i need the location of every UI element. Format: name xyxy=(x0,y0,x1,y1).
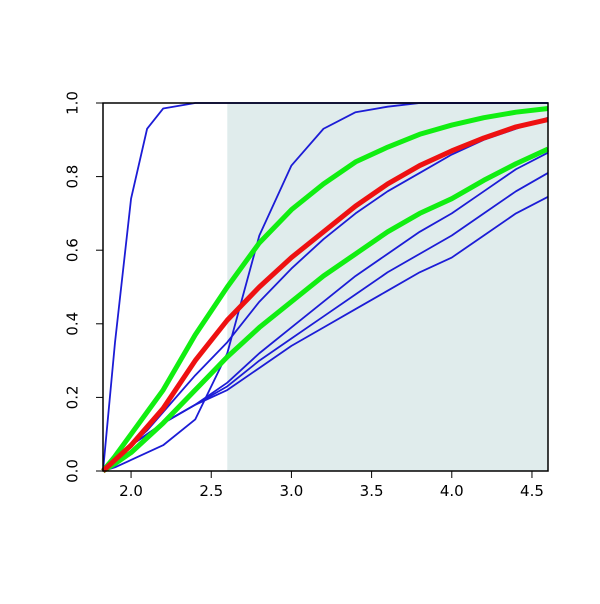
highlight-band xyxy=(227,103,548,471)
series-line xyxy=(101,146,550,474)
y-tick-label: 0.0 xyxy=(64,459,82,483)
x-tick-label: 2.0 xyxy=(119,482,143,500)
x-tick-label: 3.0 xyxy=(279,482,303,500)
y-tick-label: 0.6 xyxy=(64,238,82,262)
series-line xyxy=(101,106,549,473)
series-line xyxy=(102,196,549,472)
x-tick-label: 4.5 xyxy=(520,482,544,500)
y-tick-label: 0.4 xyxy=(64,312,82,336)
y-tick-label: 1.0 xyxy=(64,91,82,115)
y-tick-label: 0.8 xyxy=(64,165,82,189)
y-tick-label: 0.2 xyxy=(64,385,82,409)
plot-frame xyxy=(102,102,549,472)
x-tick-label: 4.0 xyxy=(440,482,464,500)
series-line xyxy=(101,117,549,473)
x-tick-label: 2.5 xyxy=(199,482,223,500)
x-tick-label: 3.5 xyxy=(360,482,384,500)
